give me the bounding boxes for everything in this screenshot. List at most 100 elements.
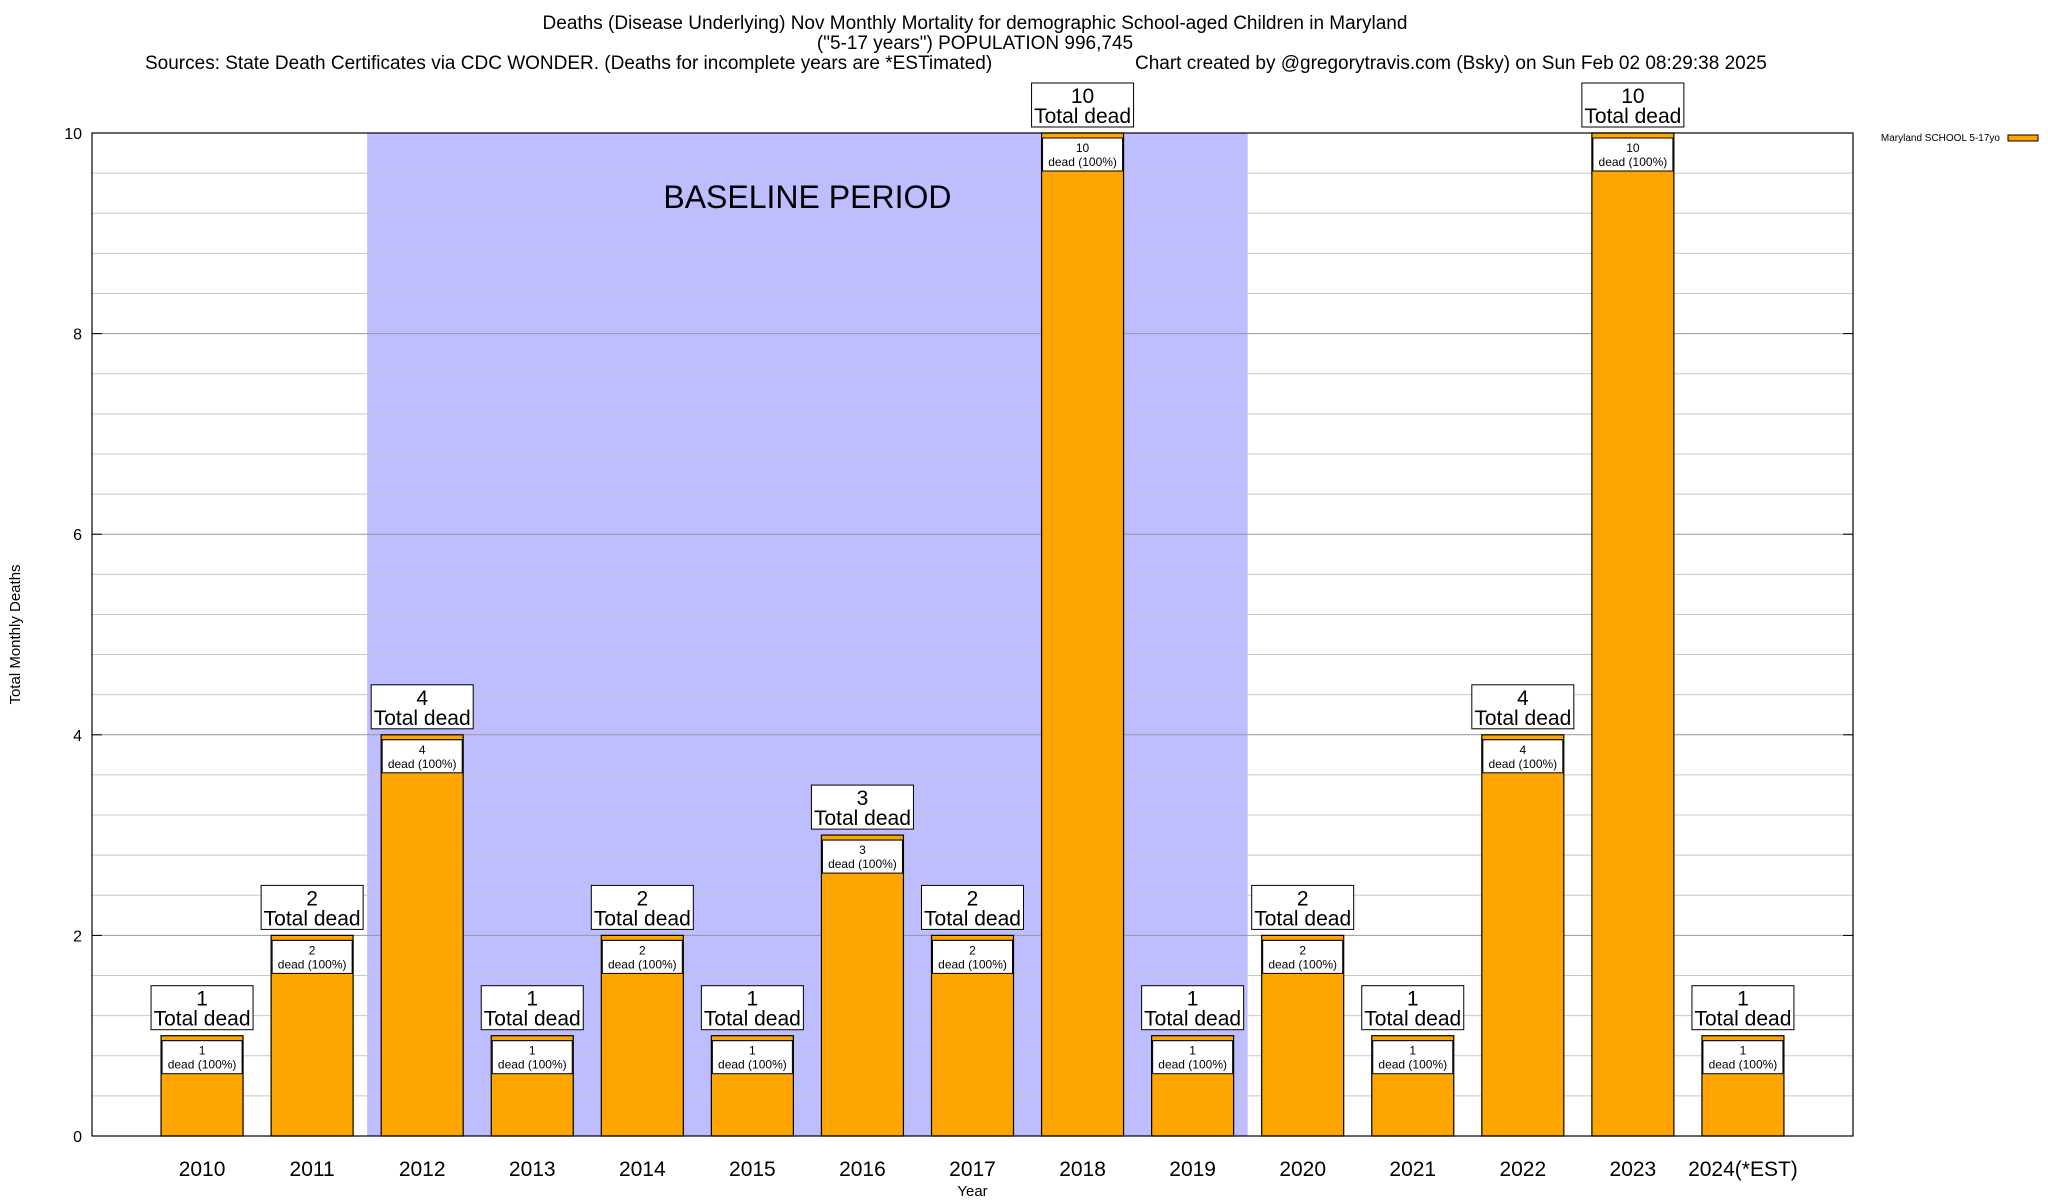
segment-label-box (711, 1040, 793, 1075)
total-value-label: 1 (1737, 988, 1749, 1011)
segment-value-label: 1 (749, 1044, 756, 1058)
total-label-box (260, 884, 364, 930)
segment-value-label: 10 (1626, 141, 1640, 155)
total-value-label: 1 (196, 988, 208, 1011)
segment-percent-label: dead (100%) (1048, 155, 1117, 169)
total-label-box (1581, 82, 1685, 128)
chart-credit: Chart created by @gregorytravis.com (Bsk… (1135, 53, 1767, 74)
segment-value-label: 10 (1076, 141, 1090, 155)
segment-label-box (491, 1040, 573, 1075)
total-text-label: Total dead (1034, 105, 1131, 128)
segment-percent-label: dead (100%) (1268, 957, 1337, 971)
total-text-label: Total dead (484, 1008, 581, 1031)
x-tick-label: 2018 (1059, 1158, 1106, 1181)
segment-percent-label: dead (100%) (828, 857, 897, 871)
segment-value-label: 2 (969, 943, 976, 957)
total-label-box (700, 985, 804, 1031)
total-text-label: Total dead (1584, 105, 1681, 128)
x-tick-label: 2017 (949, 1158, 996, 1181)
chart-subtitle: ("5-17 years") POPULATION 996,745 (816, 33, 1134, 54)
total-value-label: 1 (1407, 988, 1419, 1011)
bar (1591, 132, 1675, 1137)
total-label-box (370, 684, 474, 730)
total-text-label: Total dead (814, 807, 911, 830)
total-value-label: 1 (1187, 988, 1199, 1011)
segment-percent-label: dead (100%) (1709, 1058, 1778, 1072)
segment-value-label: 1 (529, 1044, 536, 1058)
total-label-box (590, 884, 694, 930)
bar (1040, 132, 1125, 1137)
legend-swatch (2007, 134, 2039, 142)
segment-value-label: 2 (309, 943, 316, 957)
segment-percent-label: dead (100%) (498, 1058, 567, 1072)
total-text-label: Total dead (374, 707, 471, 730)
x-tick-label: 2012 (399, 1158, 446, 1181)
chart-sources: Sources: State Death Certificates via CD… (145, 53, 993, 74)
total-text-label: Total dead (924, 907, 1021, 930)
segment-label-box (381, 739, 463, 774)
total-text-label: Total dead (1474, 707, 1571, 730)
x-tick-label: 2023 (1610, 1158, 1657, 1181)
segment-value-label: 1 (1409, 1044, 1416, 1058)
segment-label-box (161, 1040, 243, 1075)
segment-value-label: 2 (639, 943, 646, 957)
x-tick-label: 2014 (619, 1158, 666, 1181)
total-text-label: Total dead (594, 907, 691, 930)
total-text-label: Total dead (1694, 1008, 1791, 1031)
total-text-label: Total dead (1364, 1008, 1461, 1031)
segment-percent-label: dead (100%) (388, 757, 457, 771)
segment-value-label: 4 (419, 743, 426, 757)
segment-label-box (1702, 1040, 1784, 1075)
x-tick-label: 2010 (179, 1158, 226, 1181)
total-text-label: Total dead (1254, 907, 1351, 930)
x-tick-label: 2020 (1279, 1158, 1326, 1181)
segment-percent-label: dead (100%) (1158, 1058, 1227, 1072)
total-label-box (1471, 684, 1575, 730)
y-tick-label: 2 (73, 928, 82, 945)
total-text-label: Total dead (154, 1008, 251, 1031)
total-value-label: 2 (306, 887, 318, 910)
y-tick-label: 6 (73, 527, 82, 544)
segment-percent-label: dead (100%) (718, 1058, 787, 1072)
segment-percent-label: dead (100%) (1599, 155, 1668, 169)
x-tick-label: 2019 (1169, 1158, 1216, 1181)
total-label-box (810, 784, 914, 830)
segment-percent-label: dead (100%) (938, 957, 1007, 971)
total-value-label: 3 (857, 787, 869, 810)
segment-label-box (1592, 137, 1674, 172)
legend: Maryland SCHOOL 5-17yo (1881, 133, 2039, 144)
total-value-label: 10 (1071, 85, 1094, 108)
segment-value-label: 1 (1189, 1044, 1196, 1058)
x-tick-label: 2015 (729, 1158, 776, 1181)
segment-label-box (1042, 137, 1124, 172)
segment-label-box (1262, 939, 1344, 974)
legend-series-name: Maryland SCHOOL 5-17yo (1881, 133, 2001, 144)
segment-label-box (1372, 1040, 1454, 1075)
total-label-box (1251, 884, 1355, 930)
segment-value-label: 4 (1519, 743, 1526, 757)
segment-value-label: 2 (1299, 943, 1306, 957)
segment-label-box (1152, 1040, 1234, 1075)
total-label-box (1691, 985, 1795, 1031)
baseline-period-label: BASELINE PERIOD (663, 179, 951, 215)
total-label-box (1361, 985, 1465, 1031)
segment-value-label: 1 (199, 1044, 206, 1058)
total-value-label: 10 (1621, 85, 1644, 108)
total-value-label: 2 (1297, 887, 1309, 910)
plot-frame (91, 132, 1854, 1137)
bar (380, 734, 464, 1137)
total-label-box (480, 985, 584, 1031)
x-tick-label: 2021 (1389, 1158, 1436, 1181)
segment-label-box (932, 939, 1013, 974)
y-tick-label: 4 (73, 728, 82, 745)
segment-percent-label: dead (100%) (278, 957, 347, 971)
total-value-label: 1 (526, 988, 538, 1011)
y-tick-label: 8 (73, 327, 82, 344)
segment-value-label: 1 (1740, 1044, 1747, 1058)
y-axis-label: Total Monthly Deaths (7, 564, 24, 704)
total-value-label: 1 (747, 988, 759, 1011)
chart-title: Deaths (Disease Underlying) Nov Monthly … (542, 13, 1408, 34)
segment-label-box (1482, 739, 1564, 774)
x-tick-label: 2022 (1499, 1158, 1546, 1181)
